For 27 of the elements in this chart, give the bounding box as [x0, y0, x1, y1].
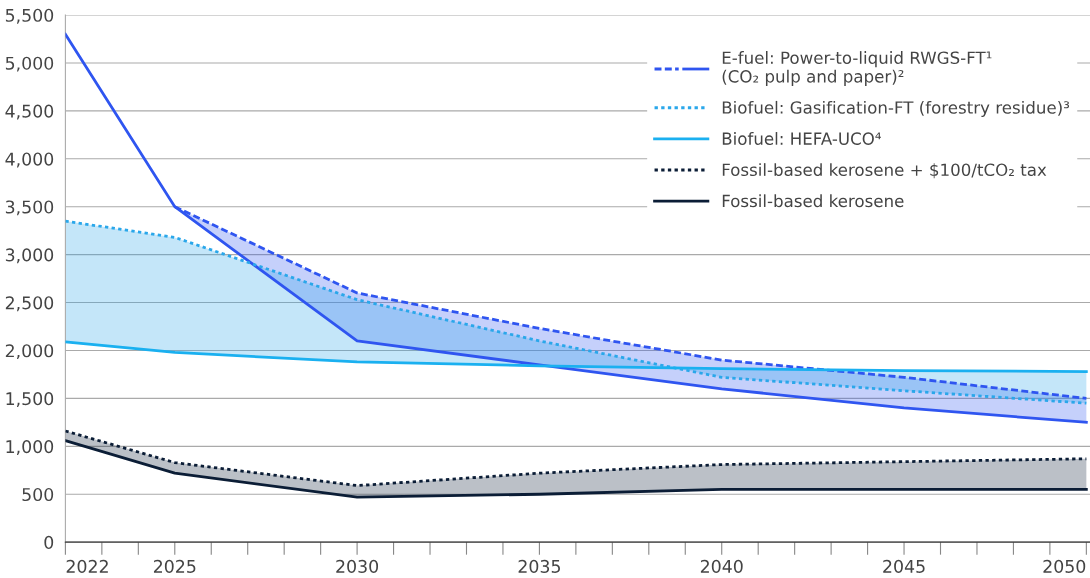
x-tick-label: 2035: [518, 559, 560, 573]
x-tick-label: 2022: [66, 559, 108, 573]
line-series: [65, 429, 1088, 488]
y-tick-label: 1,000: [6, 440, 54, 455]
line-series: [65, 340, 1088, 373]
legend-label: Biofuel: HEFA-UCO⁴: [722, 132, 881, 145]
y-tick-label: 2,500: [5, 296, 54, 312]
y-tick-label: 4,000: [5, 152, 54, 168]
x-tick-label: 2040: [700, 559, 743, 573]
y-tick-label: 2,000: [5, 344, 54, 360]
y-tick-label: 5,500: [5, 8, 54, 24]
legend-label: Fossil-based kerosene: [722, 194, 904, 208]
x-tick-label: 2025: [153, 559, 196, 573]
y-tick-label: 4,500: [5, 104, 54, 120]
x-tick-label: 2030: [336, 559, 379, 573]
x-tick-label: 2045: [883, 559, 925, 573]
y-tick-label: 0: [44, 535, 54, 550]
x-tick-label: 2050: [1043, 559, 1086, 573]
y-tick-label: 3,000: [5, 248, 54, 264]
legend-label: Fossil-based kerosene + $100/tCO₂ tax: [722, 163, 1047, 179]
y-tick-label: 500: [22, 487, 54, 502]
y-tick-label: 1,500: [6, 392, 54, 408]
line-series: [65, 32, 1088, 424]
y-tick-label: 3,500: [5, 200, 54, 216]
legend-label: E-fuel: Power-to-liquid RWGS-FT¹ (CO₂ pulp and paper)²: [722, 51, 992, 86]
legend-label: Biofuel: Gasification-FT (forestry residue)³: [722, 100, 1070, 118]
y-tick-label: 5,000: [5, 56, 54, 72]
